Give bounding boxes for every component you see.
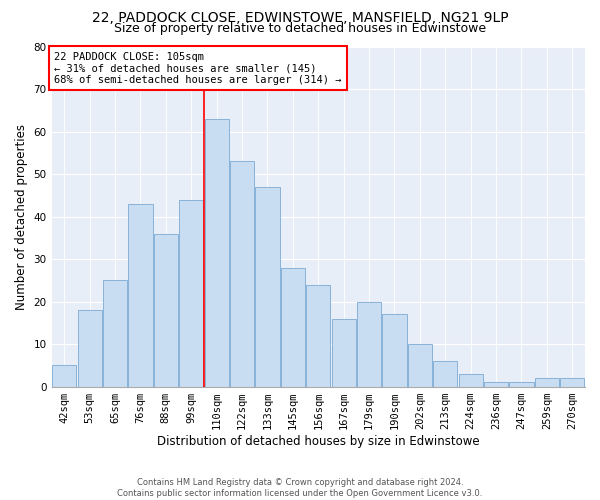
Bar <box>230 162 254 386</box>
Bar <box>256 187 280 386</box>
Bar <box>154 234 178 386</box>
Bar <box>306 284 331 386</box>
Bar <box>408 344 432 387</box>
Bar <box>484 382 508 386</box>
Bar <box>77 310 102 386</box>
Bar <box>433 361 457 386</box>
Bar <box>357 302 381 386</box>
Text: 22, PADDOCK CLOSE, EDWINSTOWE, MANSFIELD, NG21 9LP: 22, PADDOCK CLOSE, EDWINSTOWE, MANSFIELD… <box>92 11 508 25</box>
Bar <box>281 268 305 386</box>
Text: Size of property relative to detached houses in Edwinstowe: Size of property relative to detached ho… <box>114 22 486 35</box>
Bar <box>332 318 356 386</box>
Bar <box>382 314 407 386</box>
Y-axis label: Number of detached properties: Number of detached properties <box>15 124 28 310</box>
Bar <box>103 280 127 386</box>
Bar <box>179 200 203 386</box>
Text: 22 PADDOCK CLOSE: 105sqm
← 31% of detached houses are smaller (145)
68% of semi-: 22 PADDOCK CLOSE: 105sqm ← 31% of detach… <box>54 52 342 85</box>
Bar <box>535 378 559 386</box>
Bar <box>560 378 584 386</box>
X-axis label: Distribution of detached houses by size in Edwinstowe: Distribution of detached houses by size … <box>157 434 479 448</box>
Bar <box>458 374 483 386</box>
Text: Contains HM Land Registry data © Crown copyright and database right 2024.
Contai: Contains HM Land Registry data © Crown c… <box>118 478 482 498</box>
Bar <box>205 119 229 386</box>
Bar <box>52 366 76 386</box>
Bar <box>509 382 533 386</box>
Bar <box>128 204 152 386</box>
